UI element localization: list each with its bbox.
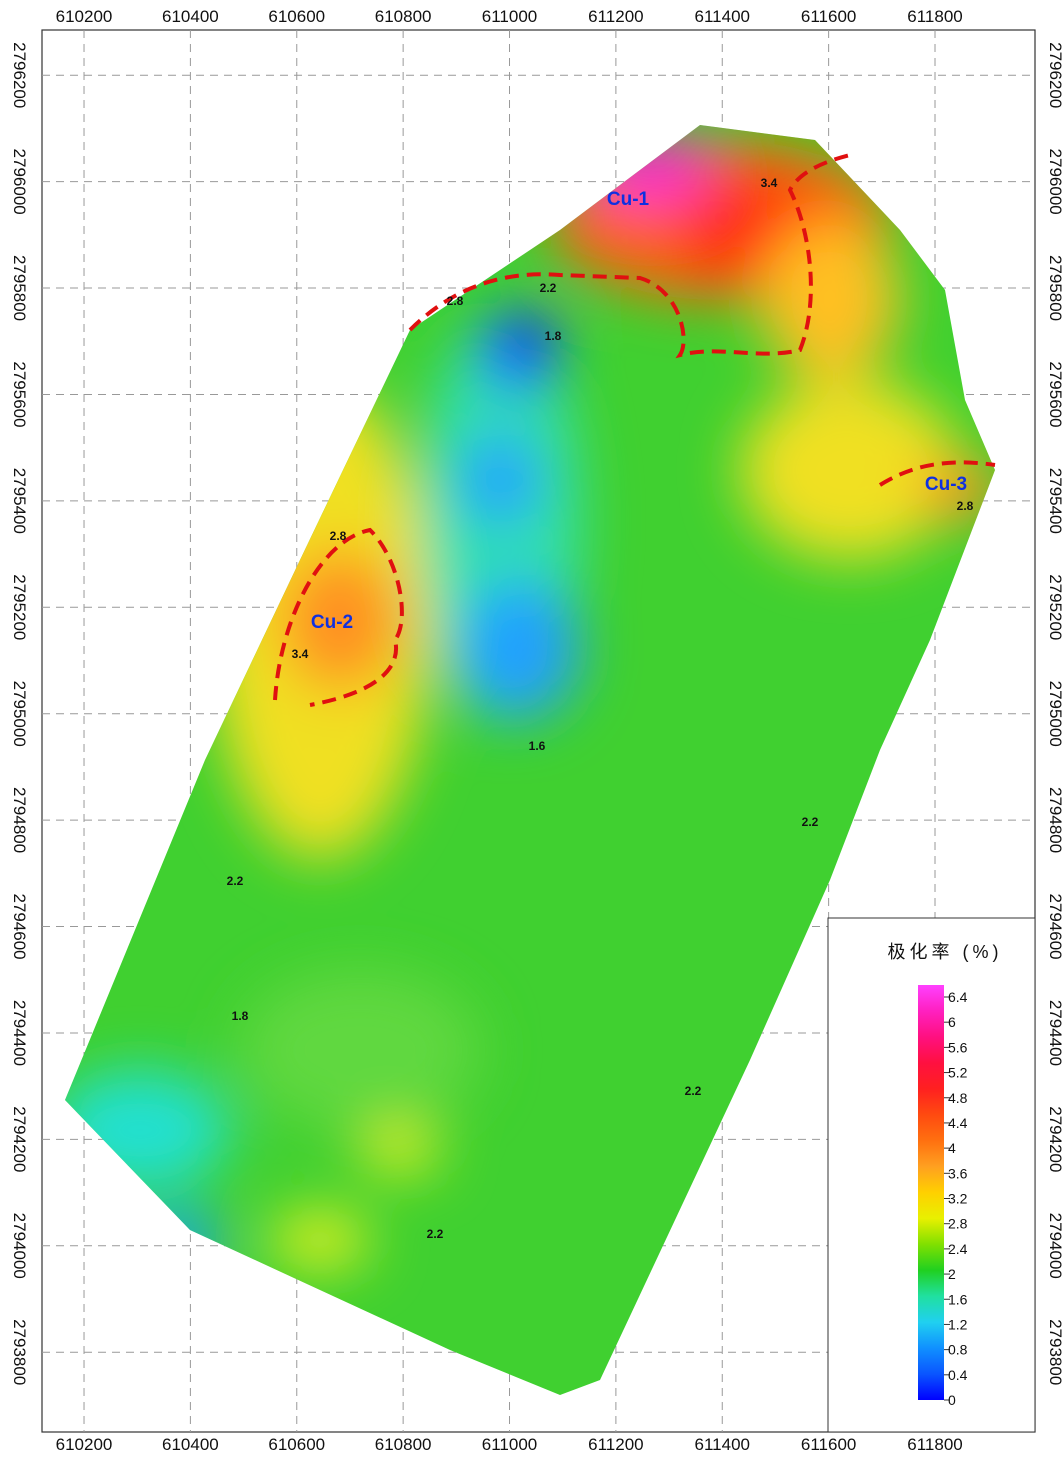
colorbar-label: 2.8 bbox=[948, 1216, 968, 1232]
y-tick-label: 2795600 bbox=[1046, 361, 1064, 427]
x-tick-label: 610400 bbox=[162, 7, 219, 26]
colorbar-label: 5.6 bbox=[948, 1039, 968, 1055]
contour-label: 2.2 bbox=[227, 874, 244, 888]
y-tick-label: 2794600 bbox=[1046, 893, 1064, 959]
y-tick-label: 2794200 bbox=[10, 1106, 29, 1172]
y-tick-label: 2793800 bbox=[1046, 1319, 1064, 1385]
colorbar-label: 5.2 bbox=[948, 1065, 968, 1081]
y-tick-label: 2794200 bbox=[1046, 1106, 1064, 1172]
contour-label: 2.8 bbox=[957, 499, 974, 513]
x-tick-label: 610600 bbox=[268, 7, 325, 26]
colorbar-label: 6.4 bbox=[948, 989, 968, 1005]
x-tick-label: 610200 bbox=[56, 7, 113, 26]
colorbar-label: 3.6 bbox=[948, 1165, 968, 1181]
x-tick-label: 611800 bbox=[907, 1435, 962, 1454]
contour-label: 3.4 bbox=[761, 176, 778, 190]
y-tick-label: 2795200 bbox=[1046, 574, 1064, 640]
x-tick-label: 611000 bbox=[482, 7, 537, 26]
colorbar-label: 0 bbox=[948, 1392, 956, 1408]
colorbar-label: 0.4 bbox=[948, 1367, 968, 1383]
y-tick-label: 2795000 bbox=[1046, 681, 1064, 747]
y-tick-label: 2796200 bbox=[1046, 42, 1064, 108]
x-tick-label: 611400 bbox=[695, 1435, 750, 1454]
colorbar-label: 6 bbox=[948, 1014, 956, 1030]
colorbar-label: 3.2 bbox=[948, 1191, 968, 1207]
x-tick-label: 610800 bbox=[375, 1435, 432, 1454]
y-tick-label: 2794800 bbox=[1046, 787, 1064, 853]
colorbar-label: 1.6 bbox=[948, 1291, 968, 1307]
y-tick-label: 2794400 bbox=[10, 1000, 29, 1066]
y-tick-label: 2794000 bbox=[1046, 1213, 1064, 1279]
y-tick-label: 2795600 bbox=[10, 361, 29, 427]
anomaly-label: Cu-2 bbox=[311, 612, 353, 633]
contour-label: 2.2 bbox=[685, 1084, 702, 1098]
y-tick-label: 2795800 bbox=[1046, 255, 1064, 321]
y-tick-label: 2795200 bbox=[10, 574, 29, 640]
colorbar bbox=[918, 985, 944, 1400]
colorbar-label: 1.2 bbox=[948, 1316, 968, 1332]
y-tick-label: 2795000 bbox=[10, 681, 29, 747]
contour-label: 3.4 bbox=[292, 647, 309, 661]
anomaly-label: Cu-1 bbox=[607, 189, 650, 210]
contour-label: 2.2 bbox=[802, 815, 819, 829]
map: Cu-1 Cu-2 Cu-3 2.8 2.2 1.8 3.4 2.8 2.2 1.8 2.2 2.2 2… bbox=[0, 0, 1064, 1456]
colorbar-label: 2 bbox=[948, 1266, 956, 1282]
y-tick-label: 2794800 bbox=[10, 787, 29, 853]
y-tick-label: 2796000 bbox=[1046, 149, 1064, 215]
x-tick-label: 611800 bbox=[907, 7, 962, 26]
x-tick-label: 611200 bbox=[588, 7, 643, 26]
contour-label: 1.8 bbox=[545, 329, 562, 343]
x-tick-label: 610800 bbox=[375, 7, 432, 26]
x-tick-label: 611600 bbox=[801, 7, 856, 26]
y-tick-label: 2796000 bbox=[10, 149, 29, 215]
contour-label: 2.8 bbox=[330, 529, 347, 543]
colorbar-label: 0.8 bbox=[948, 1342, 968, 1358]
y-tick-label: 2794600 bbox=[10, 893, 29, 959]
contour-label: 2.2 bbox=[540, 281, 557, 295]
y-tick-label: 2794400 bbox=[1046, 1000, 1064, 1066]
y-tick-label: 2793800 bbox=[10, 1319, 29, 1385]
contour-label: 2.8 bbox=[447, 294, 464, 308]
legend-title: 极化率 (%) bbox=[888, 942, 1003, 962]
anomaly-label: Cu-3 bbox=[925, 474, 967, 495]
contour-label: 2.2 bbox=[427, 1227, 444, 1241]
x-tick-label: 610400 bbox=[162, 1435, 219, 1454]
contour-label: 1.8 bbox=[232, 1009, 249, 1023]
colorbar-label: 4.8 bbox=[948, 1090, 968, 1106]
x-tick-label: 610200 bbox=[56, 1435, 113, 1454]
x-tick-label: 611400 bbox=[695, 7, 750, 26]
x-tick-label: 611200 bbox=[588, 1435, 643, 1454]
y-tick-label: 2795800 bbox=[10, 255, 29, 321]
y-tick-label: 2795400 bbox=[10, 468, 29, 534]
x-tick-label: 610600 bbox=[268, 1435, 325, 1454]
x-tick-label: 611600 bbox=[801, 1435, 856, 1454]
colorbar-label: 4 bbox=[948, 1140, 956, 1156]
contour-label: 1.6 bbox=[529, 739, 546, 753]
colorbar-label: 2.4 bbox=[948, 1241, 968, 1257]
y-tick-label: 2795400 bbox=[1046, 468, 1064, 534]
colorbar-label: 4.4 bbox=[948, 1115, 968, 1131]
y-tick-label: 2796200 bbox=[10, 42, 29, 108]
x-tick-label: 611000 bbox=[482, 1435, 537, 1454]
y-tick-label: 2794000 bbox=[10, 1213, 29, 1279]
